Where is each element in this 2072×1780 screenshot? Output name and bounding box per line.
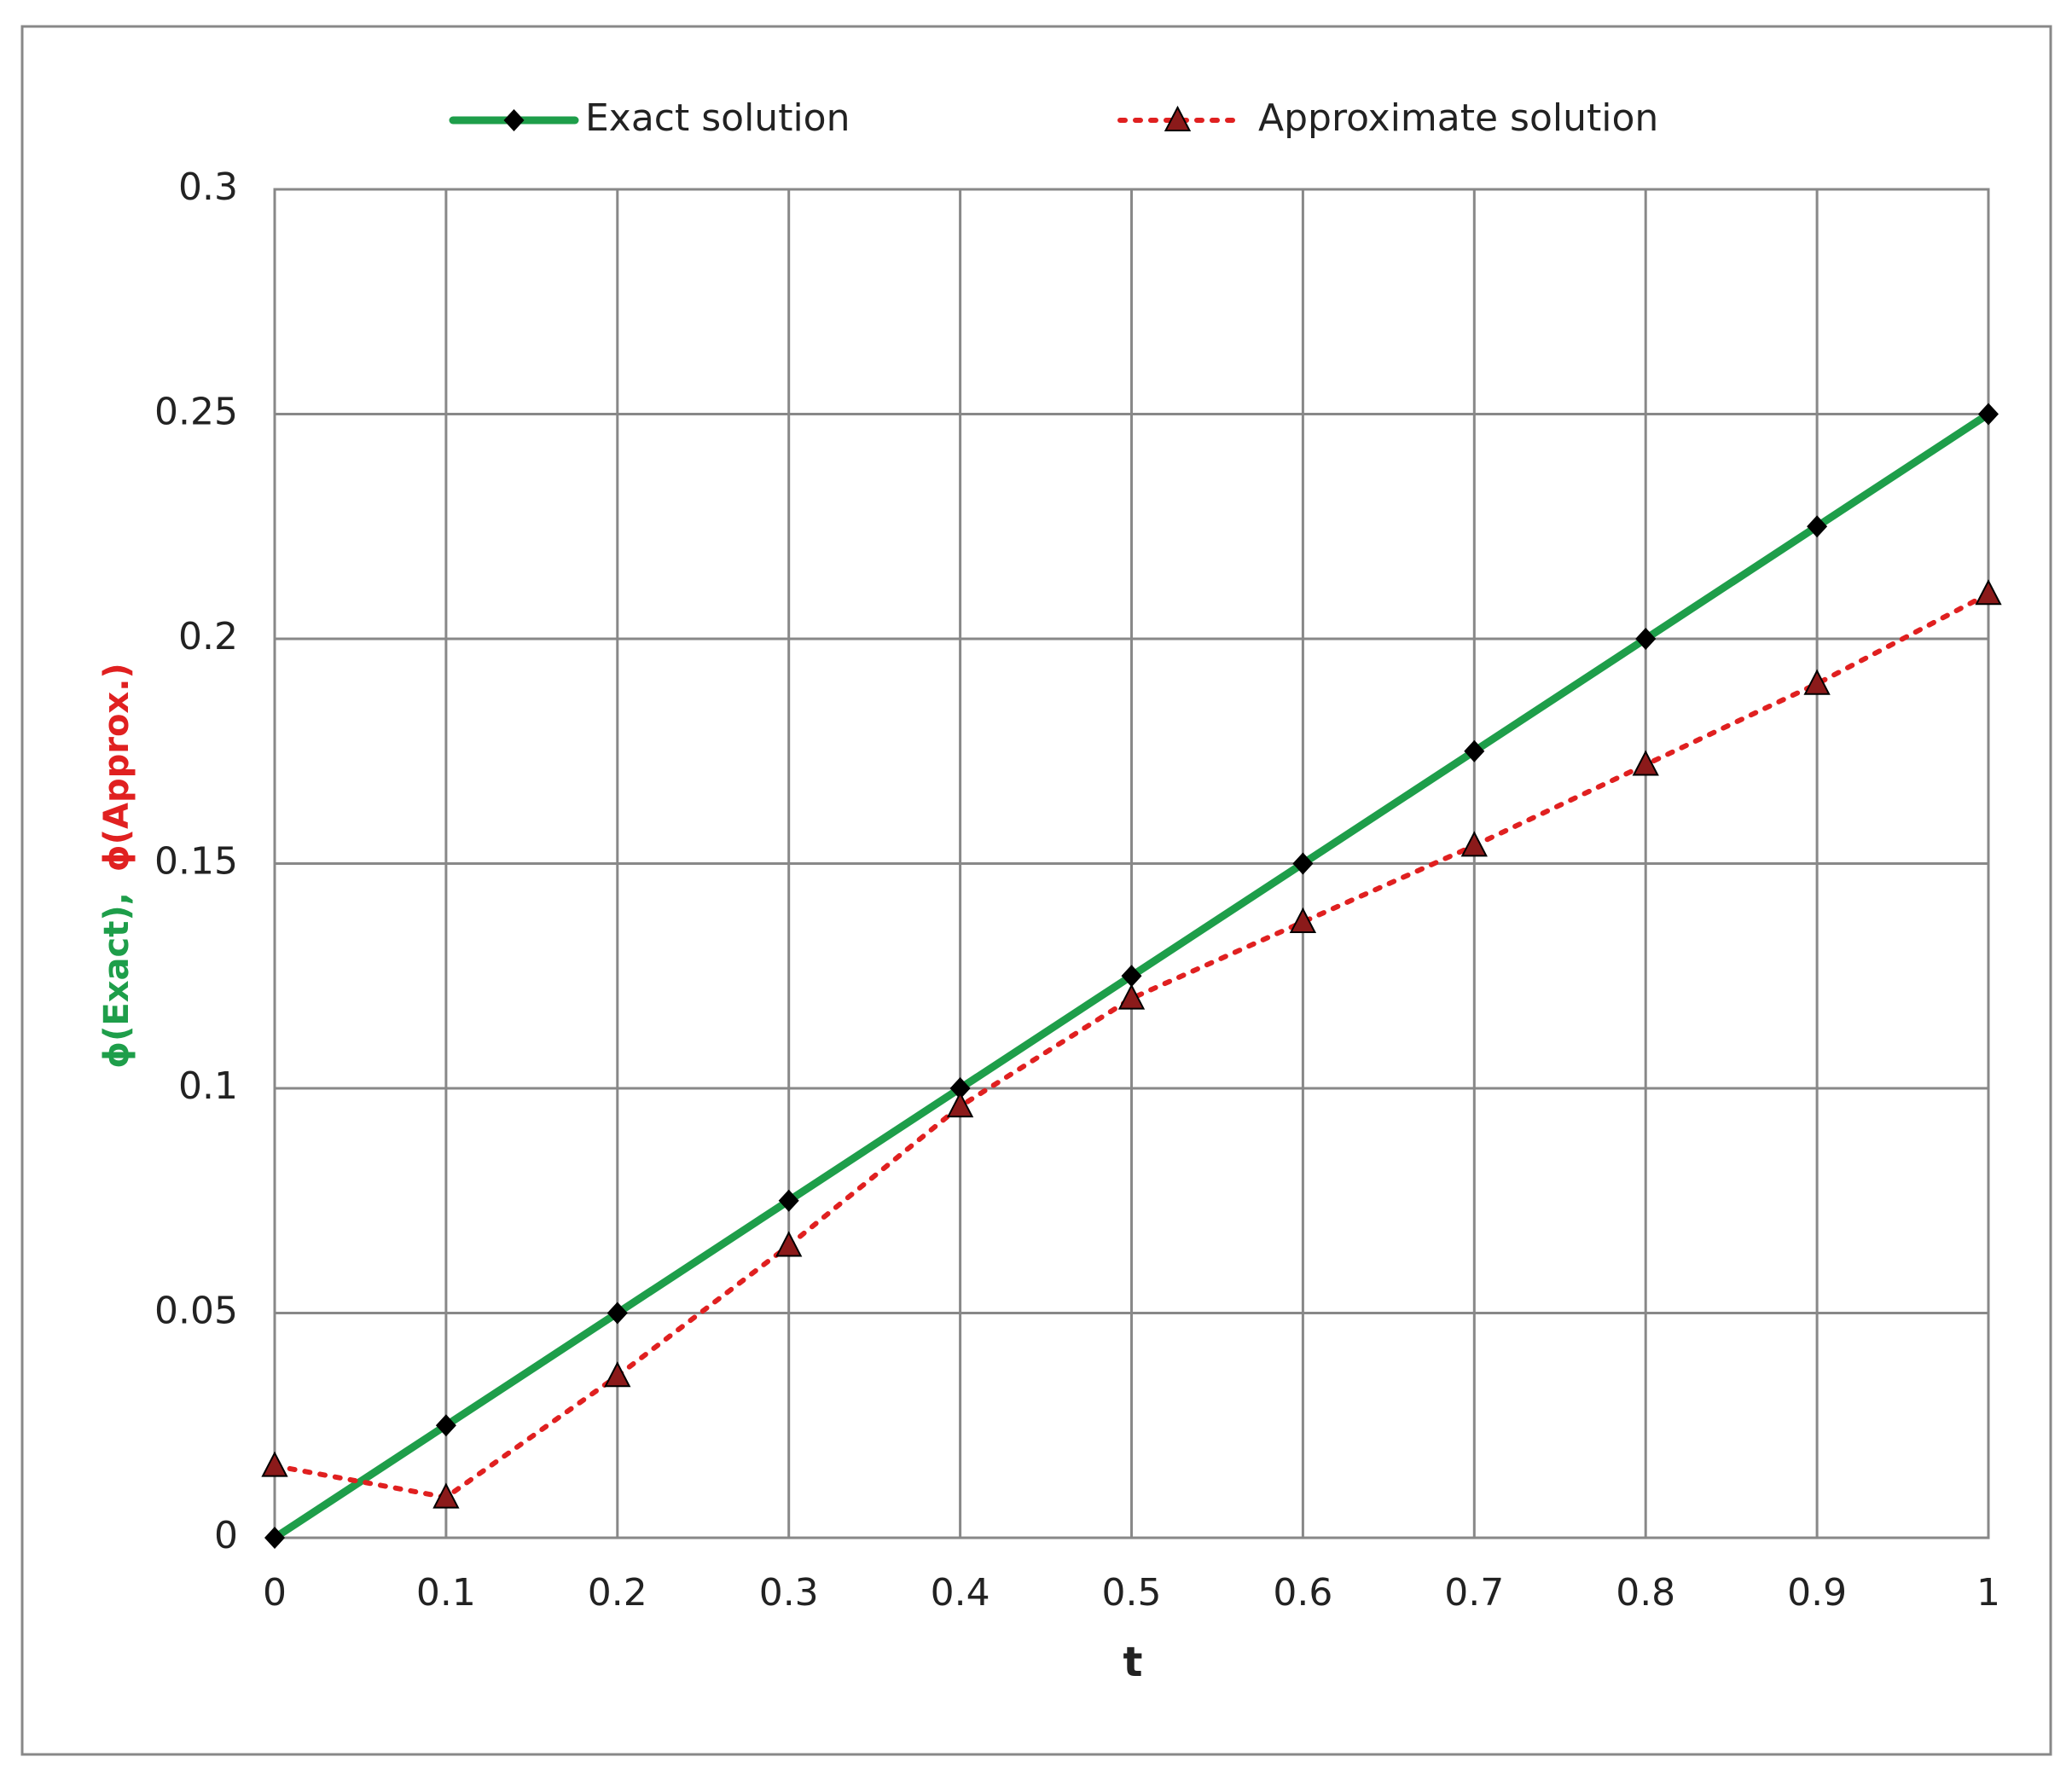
data-point bbox=[778, 1189, 799, 1212]
series-line bbox=[272, 591, 1991, 1500]
data-point bbox=[1117, 983, 1146, 1010]
data-point bbox=[1121, 965, 1142, 988]
legend-marker bbox=[1164, 105, 1192, 131]
data-point bbox=[264, 1527, 285, 1549]
y-axis-label: ϕ(Exact), ϕ(Approx.) bbox=[97, 663, 136, 1068]
x-tick-label: 0.8 bbox=[1616, 1571, 1675, 1615]
x-tick-label: 1 bbox=[1976, 1571, 2000, 1615]
x-tick-label: 0.3 bbox=[759, 1571, 819, 1615]
data-point bbox=[1807, 515, 1828, 538]
data-point bbox=[604, 1361, 631, 1388]
y-tick-label: 0.2 bbox=[178, 615, 238, 658]
data-point bbox=[261, 1451, 288, 1477]
y-tick-label: 0.05 bbox=[154, 1290, 238, 1333]
data-point bbox=[1464, 739, 1485, 762]
data-point bbox=[607, 1302, 628, 1325]
data-point bbox=[775, 1231, 803, 1257]
legend-label: Approximate solution bbox=[1258, 96, 1658, 140]
data-point bbox=[1975, 579, 2002, 606]
y-tick-label: 0.1 bbox=[178, 1064, 238, 1108]
chart-border bbox=[20, 25, 2052, 1756]
data-point bbox=[432, 1482, 460, 1509]
data-point bbox=[946, 1091, 974, 1118]
data-point bbox=[435, 1414, 456, 1437]
y-label-approx: ϕ(Approx.) bbox=[97, 663, 136, 872]
x-tick-label: 0 bbox=[263, 1571, 287, 1615]
legend-label: Exact solution bbox=[585, 96, 850, 140]
data-point bbox=[1460, 831, 1488, 857]
x-tick-label: 0.9 bbox=[1787, 1571, 1847, 1615]
data-point bbox=[1635, 628, 1657, 650]
data-point bbox=[1803, 669, 1831, 695]
y-tick-label: 0.3 bbox=[178, 165, 238, 209]
data-point bbox=[1632, 750, 1659, 776]
x-axis-label: t bbox=[1123, 1638, 1143, 1686]
x-tick-label: 0.1 bbox=[416, 1571, 476, 1615]
y-label-exact: ϕ(Exact), bbox=[97, 892, 136, 1069]
data-point bbox=[949, 1077, 971, 1099]
legend-marker bbox=[503, 109, 525, 131]
x-tick-label: 0.4 bbox=[931, 1571, 990, 1615]
x-tick-label: 0.6 bbox=[1273, 1571, 1332, 1615]
y-tick-label: 0 bbox=[214, 1514, 238, 1557]
y-tick-label: 0.15 bbox=[154, 840, 238, 884]
data-point bbox=[1292, 852, 1314, 875]
data-point bbox=[1289, 907, 1317, 934]
x-tick-label: 0.7 bbox=[1444, 1571, 1504, 1615]
y-tick-label: 0.25 bbox=[154, 391, 238, 434]
x-tick-label: 0.2 bbox=[588, 1571, 647, 1615]
data-point bbox=[1978, 403, 1999, 426]
x-tick-label: 0.5 bbox=[1102, 1571, 1162, 1615]
